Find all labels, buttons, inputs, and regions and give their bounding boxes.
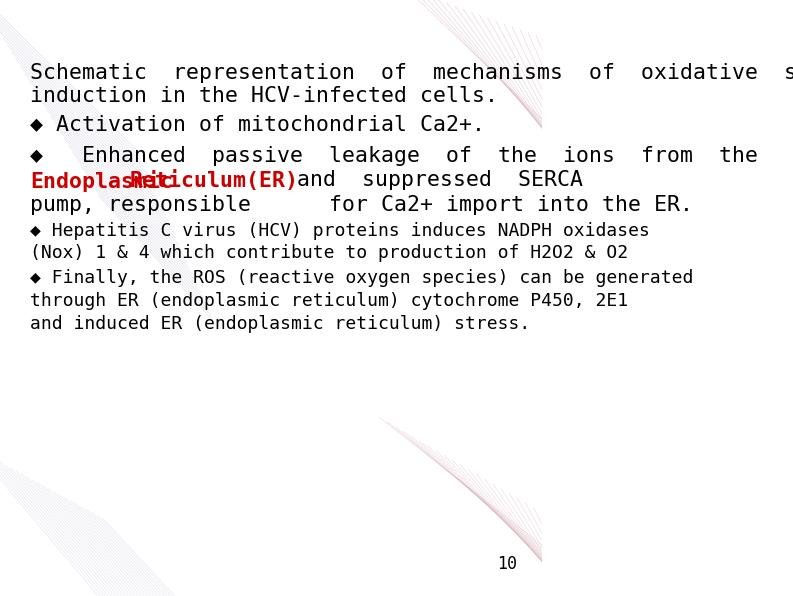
- Text: Endoplasmic: Endoplasmic: [30, 170, 173, 193]
- Text: ◆ Activation of mitochondrial Ca2+.: ◆ Activation of mitochondrial Ca2+.: [30, 114, 485, 135]
- Text: and induced ER (endoplasmic reticulum) stress.: and induced ER (endoplasmic reticulum) s…: [30, 315, 530, 333]
- Text: Reticulum(ER): Reticulum(ER): [130, 170, 299, 191]
- Text: ◆ Finally, the ROS (reactive oxygen species) can be generated: ◆ Finally, the ROS (reactive oxygen spec…: [30, 269, 693, 287]
- Text: and  suppressed  SERCA: and suppressed SERCA: [285, 170, 584, 191]
- Text: through ER (endoplasmic reticulum) cytochrome P450, 2E1: through ER (endoplasmic reticulum) cytoc…: [30, 292, 628, 310]
- Text: induction in the HCV-infected cells.: induction in the HCV-infected cells.: [30, 86, 498, 107]
- Text: Schematic  representation  of  mechanisms  of  oxidative  stress: Schematic representation of mechanisms o…: [30, 63, 793, 83]
- Text: pump, responsible      for Ca2+ import into the ER.: pump, responsible for Ca2+ import into t…: [30, 195, 693, 215]
- Text: (Nox) 1 & 4 which contribute to production of H2O2 & O2: (Nox) 1 & 4 which contribute to producti…: [30, 244, 628, 262]
- Text: ◆   Enhanced  passive  leakage  of  the  ions  from  the: ◆ Enhanced passive leakage of the ions f…: [30, 146, 758, 166]
- Text: ◆ Hepatitis C virus (HCV) proteins induces NADPH oxidases: ◆ Hepatitis C virus (HCV) proteins induc…: [30, 222, 649, 240]
- Text: 10: 10: [497, 555, 517, 573]
